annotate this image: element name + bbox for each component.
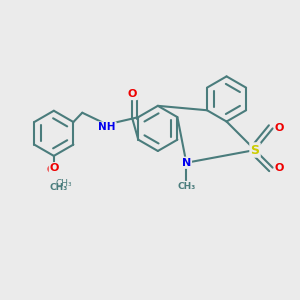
Text: NH: NH (98, 122, 116, 132)
Text: CH₃: CH₃ (55, 179, 72, 188)
Text: O: O (128, 89, 137, 99)
Text: N: N (182, 158, 191, 168)
Text: CH₃: CH₃ (177, 182, 195, 191)
Text: O: O (49, 163, 58, 173)
Text: O: O (275, 163, 284, 173)
Text: S: S (250, 143, 260, 157)
Text: CH₃: CH₃ (50, 183, 68, 192)
Text: O: O (46, 165, 56, 175)
Text: O: O (275, 123, 284, 134)
